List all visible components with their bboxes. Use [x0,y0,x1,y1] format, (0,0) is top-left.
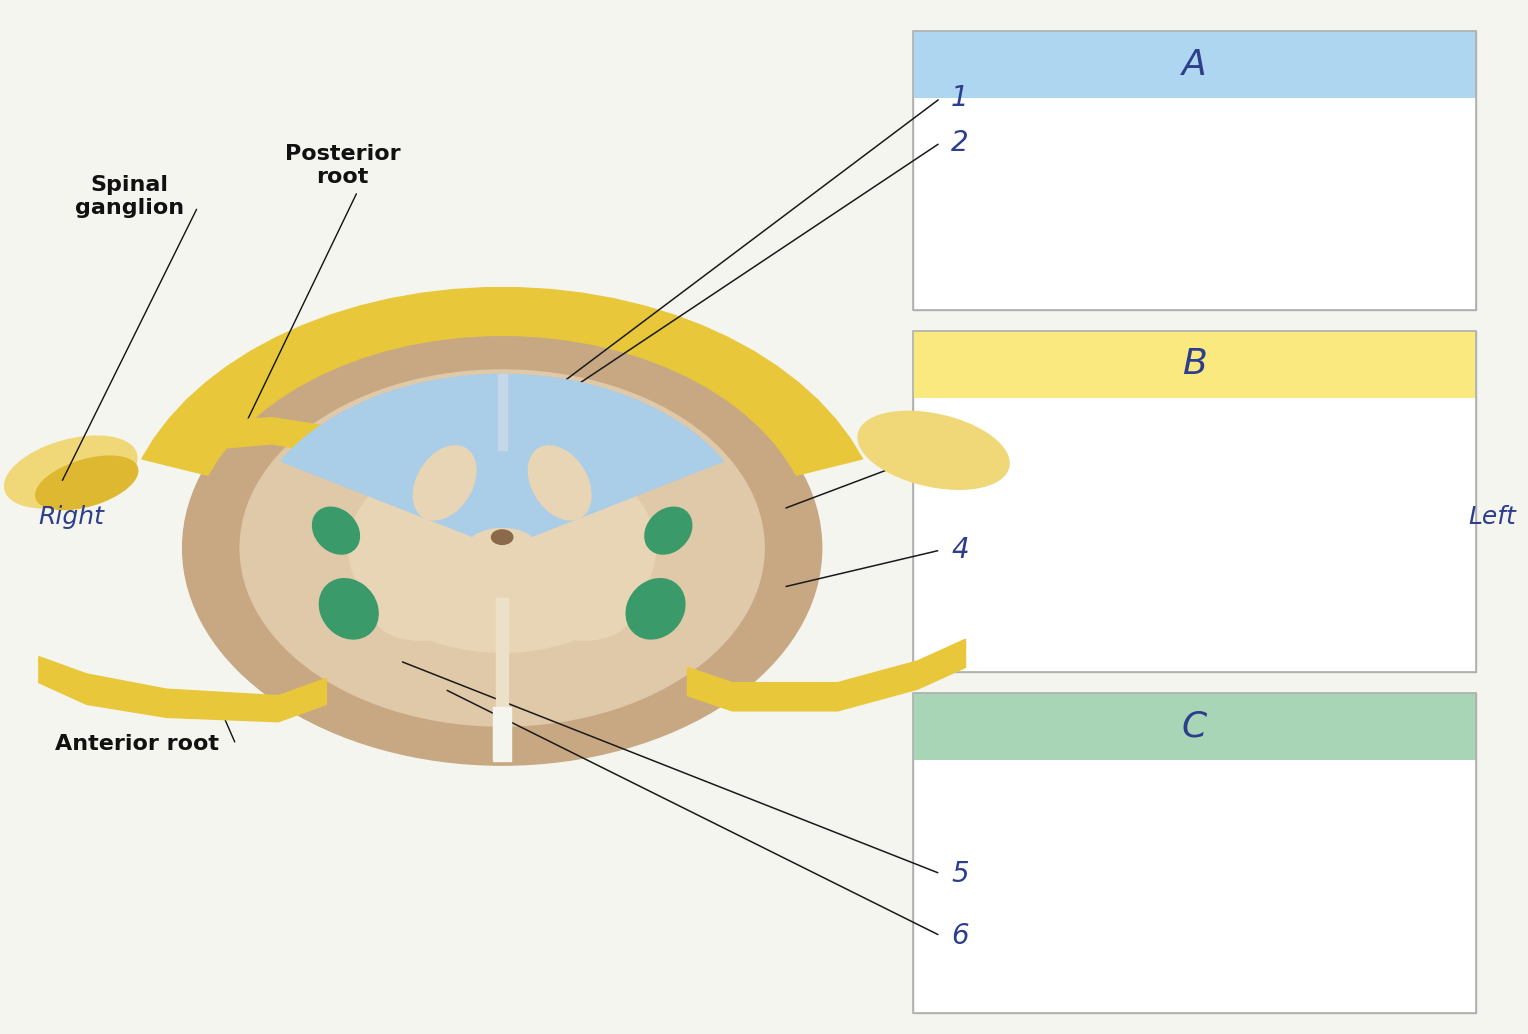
Text: 5: 5 [950,859,969,888]
Text: A: A [1183,48,1207,82]
FancyBboxPatch shape [914,693,1476,760]
Text: Posterior
root: Posterior root [284,144,400,187]
Ellipse shape [626,579,685,639]
Text: Anterior root: Anterior root [55,734,219,755]
Text: 2: 2 [950,128,969,157]
Circle shape [240,370,764,726]
Polygon shape [142,287,862,476]
FancyBboxPatch shape [914,31,1476,310]
Text: C: C [1181,709,1207,743]
Ellipse shape [313,508,359,554]
Ellipse shape [529,446,591,520]
Text: Spinal
ganglion: Spinal ganglion [75,175,183,218]
Ellipse shape [413,446,475,520]
Ellipse shape [645,508,692,554]
Text: Left: Left [1468,505,1516,529]
Polygon shape [167,418,342,465]
Ellipse shape [521,577,631,640]
Ellipse shape [374,577,483,640]
Circle shape [183,331,822,765]
FancyBboxPatch shape [914,693,1476,1013]
Wedge shape [281,374,724,548]
Polygon shape [38,657,327,722]
Ellipse shape [859,412,1008,489]
FancyBboxPatch shape [914,331,1476,672]
Text: 6: 6 [950,921,969,950]
Polygon shape [688,639,966,711]
Polygon shape [295,376,709,487]
Text: 3: 3 [950,435,969,464]
Bar [494,706,512,761]
Ellipse shape [35,456,138,510]
Ellipse shape [468,528,538,568]
Text: Right: Right [38,505,104,529]
Bar [498,374,507,451]
Text: 1: 1 [950,84,969,113]
Ellipse shape [5,436,138,508]
Text: B: B [1183,347,1207,382]
FancyBboxPatch shape [914,331,1476,398]
Text: 4: 4 [950,536,969,565]
Ellipse shape [319,579,377,639]
Circle shape [348,444,656,652]
Bar [497,598,509,718]
Circle shape [492,529,513,544]
FancyBboxPatch shape [914,31,1476,98]
